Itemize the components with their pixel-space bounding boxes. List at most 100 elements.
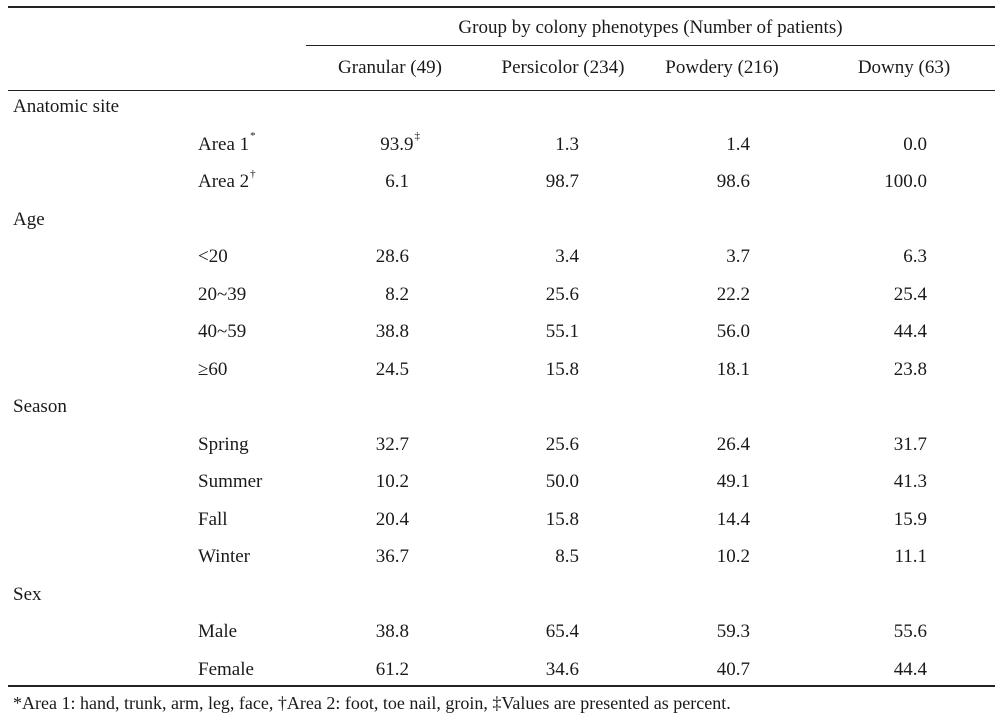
table-cell: 61.2 bbox=[289, 659, 409, 681]
table-cell: 0.0 bbox=[807, 134, 927, 156]
table-cell: 3.7 bbox=[630, 246, 750, 268]
cell-value: 0.0 bbox=[903, 133, 927, 155]
table-cell: 100.0 bbox=[807, 171, 927, 193]
table-cell: 59.3 bbox=[630, 621, 750, 643]
table-cell: 8.2 bbox=[289, 284, 409, 306]
cell-value: 100.0 bbox=[884, 171, 927, 192]
cell-value: 25.4 bbox=[893, 283, 927, 305]
cell-value: 55.1 bbox=[545, 321, 579, 342]
table-cell: 25.6 bbox=[459, 284, 579, 306]
header-rule bbox=[8, 90, 995, 91]
row-label-text: Spring bbox=[198, 433, 249, 455]
table-cell: 14.4 bbox=[630, 509, 750, 531]
table-cell: 38.8 bbox=[289, 321, 409, 343]
table-cell: 44.4 bbox=[807, 659, 927, 681]
table-top-rule bbox=[8, 6, 995, 8]
footnote-mark: * bbox=[250, 130, 256, 143]
table-cell: 98.6 bbox=[630, 171, 750, 193]
row-label-text: <20 bbox=[198, 246, 228, 267]
cell-value: 56.0 bbox=[716, 321, 750, 342]
cell-value: 55.6 bbox=[893, 621, 927, 642]
cell-value: 15.8 bbox=[545, 508, 579, 530]
table-cell: 10.2 bbox=[289, 471, 409, 493]
row-label: <20 bbox=[198, 246, 228, 268]
row-label: Spring bbox=[198, 434, 249, 456]
table-cell: 55.1 bbox=[459, 321, 579, 343]
section-label: Age bbox=[13, 208, 45, 230]
cell-value: 44.4 bbox=[893, 321, 927, 342]
footnote-mark: ‡ bbox=[414, 130, 421, 143]
row-label-text: ≥60 bbox=[198, 358, 228, 380]
section-label: Anatomic site bbox=[13, 96, 120, 117]
cell-value: 34.6 bbox=[545, 658, 579, 680]
cell-value: 25.6 bbox=[545, 433, 579, 455]
cell-value: 15.8 bbox=[545, 358, 579, 380]
table-cell: 8.5 bbox=[459, 546, 579, 568]
table-cell: 6.1 bbox=[289, 171, 409, 193]
cell-value: 14.4 bbox=[716, 508, 750, 530]
row-label-text: Area 1 bbox=[198, 133, 250, 155]
column-header: Granular (49) bbox=[338, 57, 442, 78]
table-cell: 22.2 bbox=[630, 284, 750, 306]
table-cell: 18.1 bbox=[630, 359, 750, 381]
column-header: Powdery (216) bbox=[665, 57, 779, 78]
group-rule bbox=[306, 45, 995, 46]
table-cell: 93.9‡ bbox=[289, 131, 420, 156]
cell-value: 32.7 bbox=[375, 433, 409, 455]
row-label: Winter bbox=[198, 546, 250, 568]
cell-value: 49.1 bbox=[716, 471, 750, 492]
table-cell: 28.6 bbox=[289, 246, 409, 268]
cell-value: 26.4 bbox=[716, 433, 750, 455]
cell-value: 24.5 bbox=[375, 358, 409, 380]
table-cell: 1.3 bbox=[459, 134, 579, 156]
footnote-mark: † bbox=[250, 167, 256, 180]
cell-value: 6.3 bbox=[903, 246, 927, 267]
table-cell: 49.1 bbox=[630, 471, 750, 493]
table-cell: 3.4 bbox=[459, 246, 579, 268]
table-cell: 1.4 bbox=[630, 134, 750, 156]
section-label: Sex bbox=[13, 583, 42, 605]
column-header: Downy (63) bbox=[857, 57, 951, 78]
table-cell: 98.7 bbox=[459, 171, 579, 193]
cell-value: 15.9 bbox=[893, 508, 927, 530]
cell-value: 1.4 bbox=[726, 133, 750, 155]
table-cell: 44.4 bbox=[807, 321, 927, 343]
row-label: Male bbox=[198, 621, 237, 643]
table-cell: 25.4 bbox=[807, 284, 927, 306]
cell-value: 93.9 bbox=[380, 133, 414, 155]
row-label-text: Fall bbox=[198, 508, 228, 530]
cell-value: 38.8 bbox=[375, 321, 409, 342]
table-cell: 15.9 bbox=[807, 509, 927, 531]
cell-value: 41.3 bbox=[893, 471, 927, 492]
table-cell: 41.3 bbox=[807, 471, 927, 493]
row-label: Area 1* bbox=[198, 131, 256, 156]
table-cell: 31.7 bbox=[807, 434, 927, 456]
footnote: *Area 1: hand, trunk, arm, leg, face, †A… bbox=[13, 693, 731, 713]
cell-value: 36.7 bbox=[375, 546, 409, 567]
row-label: Female bbox=[198, 659, 254, 681]
cell-value: 1.3 bbox=[555, 133, 579, 155]
group-title: Group by colony phenotypes (Number of pa… bbox=[458, 17, 843, 38]
table-cell: 20.4 bbox=[289, 509, 409, 531]
table-cell: 24.5 bbox=[289, 359, 409, 381]
cell-value: 11.1 bbox=[894, 546, 927, 567]
table-cell: 34.6 bbox=[459, 659, 579, 681]
cell-value: 98.7 bbox=[545, 171, 579, 192]
cell-value: 50.0 bbox=[545, 471, 579, 492]
table-cell: 56.0 bbox=[630, 321, 750, 343]
cell-value: 8.2 bbox=[385, 283, 409, 305]
row-label: 40~59 bbox=[198, 321, 246, 343]
table-cell: 23.8 bbox=[807, 359, 927, 381]
cell-value: 40.7 bbox=[716, 658, 750, 680]
cell-value: 59.3 bbox=[716, 621, 750, 642]
cell-value: 98.6 bbox=[716, 171, 750, 192]
table-cell: 65.4 bbox=[459, 621, 579, 643]
table-cell: 15.8 bbox=[459, 359, 579, 381]
cell-value: 25.6 bbox=[545, 283, 579, 305]
table-cell: 40.7 bbox=[630, 659, 750, 681]
row-label-text: Area 2 bbox=[198, 171, 250, 192]
table-cell: 38.8 bbox=[289, 621, 409, 643]
row-label-text: Summer bbox=[198, 471, 263, 492]
cell-value: 3.4 bbox=[555, 246, 579, 267]
cell-value: 20.4 bbox=[375, 508, 409, 530]
